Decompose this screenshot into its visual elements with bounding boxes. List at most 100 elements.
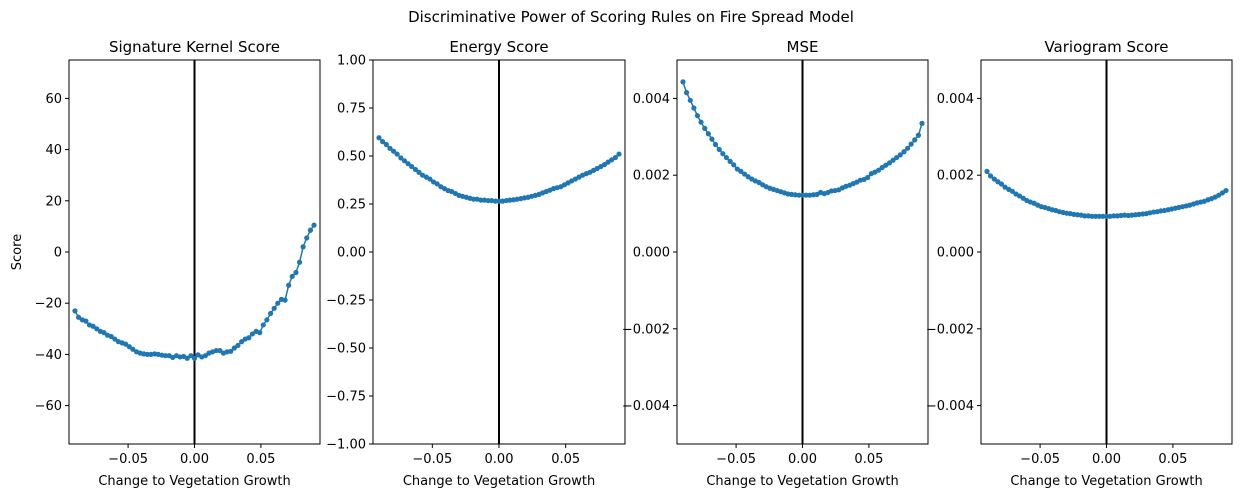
y-tick-label: −0.002 [622, 322, 670, 337]
data-point [742, 171, 748, 177]
data-point [687, 97, 693, 103]
data-point [286, 282, 292, 288]
data-point [485, 197, 491, 204]
data-point [1103, 213, 1110, 219]
data-point [1096, 213, 1102, 219]
data-point [231, 345, 237, 351]
y-tick-label: 40 [45, 143, 62, 158]
data-point [796, 192, 802, 198]
data-point [268, 310, 274, 317]
data-point [304, 235, 310, 241]
data-point [492, 198, 498, 204]
subplot-1: Signature Kernel Score −0.05 0.00 0.05 −60 −4… [10, 38, 321, 489]
data-point [394, 151, 400, 157]
axes-frame [676, 59, 929, 445]
data-point [383, 141, 389, 148]
data-point [716, 146, 722, 153]
data-point [387, 145, 393, 151]
y-tick-label: −0.002 [926, 322, 974, 337]
axes-frame [980, 59, 1233, 445]
data-point [300, 244, 306, 250]
data-point [709, 136, 715, 142]
y-tick-label: −40 [35, 348, 62, 363]
data-point [271, 305, 277, 311]
data-point [296, 259, 303, 265]
x-tick-label: 0.05 [854, 452, 883, 467]
data-point [698, 119, 704, 125]
data-point [213, 347, 219, 354]
y-tick-label: −20 [35, 297, 62, 312]
y-tick-label: 0.00 [337, 246, 366, 261]
data-point [264, 317, 270, 323]
data-point [398, 155, 404, 161]
data-point [123, 341, 129, 347]
data-point [890, 157, 896, 163]
x-axis-label: Change to Vegetation Growth [1010, 474, 1202, 489]
data-point [126, 344, 132, 350]
data-point [1111, 213, 1117, 219]
data-point [191, 355, 198, 361]
plot-area [680, 60, 925, 444]
data-point [409, 163, 415, 170]
plot-area [984, 60, 1229, 444]
data-point [246, 335, 252, 341]
y-tick-label: −0.50 [326, 342, 366, 357]
data-point [1223, 187, 1229, 194]
y-tick-label: −0.75 [326, 390, 366, 405]
data-point [307, 227, 314, 233]
data-point [886, 160, 893, 166]
x-tick-label: 0.05 [246, 452, 275, 467]
data-point [1100, 213, 1106, 219]
y-tick-label: 0.004 [633, 92, 670, 107]
data-point [293, 269, 299, 276]
data-point [217, 347, 223, 354]
subplot-title: Signature Kernel Score [109, 38, 280, 56]
data-point [405, 161, 411, 167]
data-point [1216, 192, 1222, 198]
y-tick-label: 0.002 [937, 169, 974, 184]
data-point [257, 330, 263, 336]
data-point [112, 336, 118, 342]
x-axis-label: Change to Vegetation Growth [706, 474, 898, 489]
data-point [75, 314, 82, 320]
y-axis-label: Score [10, 234, 25, 270]
y-tick-label: 60 [45, 92, 62, 107]
data-point [427, 176, 433, 182]
data-point [434, 181, 440, 187]
data-point [72, 308, 78, 314]
data-point [1016, 193, 1023, 199]
data-point [90, 323, 96, 329]
data-point [915, 132, 922, 138]
data-point [680, 79, 686, 85]
data-point [984, 168, 990, 174]
data-point [904, 145, 911, 151]
data-point [894, 154, 900, 161]
subplot-title: Variogram Score [1044, 38, 1168, 56]
data-point [731, 162, 737, 168]
x-tick-label: 0.05 [1158, 452, 1187, 467]
data-point [991, 176, 997, 182]
axes-frame [68, 59, 321, 445]
data-point [416, 169, 422, 175]
data-point [883, 162, 889, 168]
data-point [184, 355, 190, 361]
data-point [1093, 213, 1099, 219]
data-point [1089, 213, 1095, 219]
y-tick-label: 0.004 [937, 92, 974, 107]
data-point [162, 353, 169, 359]
y-tick-label: 0 [54, 246, 62, 261]
data-point [897, 152, 903, 158]
plot-area [376, 60, 622, 444]
axes-frame [372, 59, 626, 445]
data-point [912, 137, 918, 143]
data-point [275, 300, 281, 306]
y-tick-label: −60 [35, 399, 62, 414]
y-tick-label: 1.00 [337, 54, 366, 69]
data-point [249, 331, 255, 337]
x-axis-label: Change to Vegetation Growth [403, 474, 595, 489]
y-tick-label: 0.25 [337, 198, 366, 213]
data-point [908, 141, 914, 147]
data-point [616, 151, 622, 157]
data-point [612, 154, 619, 161]
